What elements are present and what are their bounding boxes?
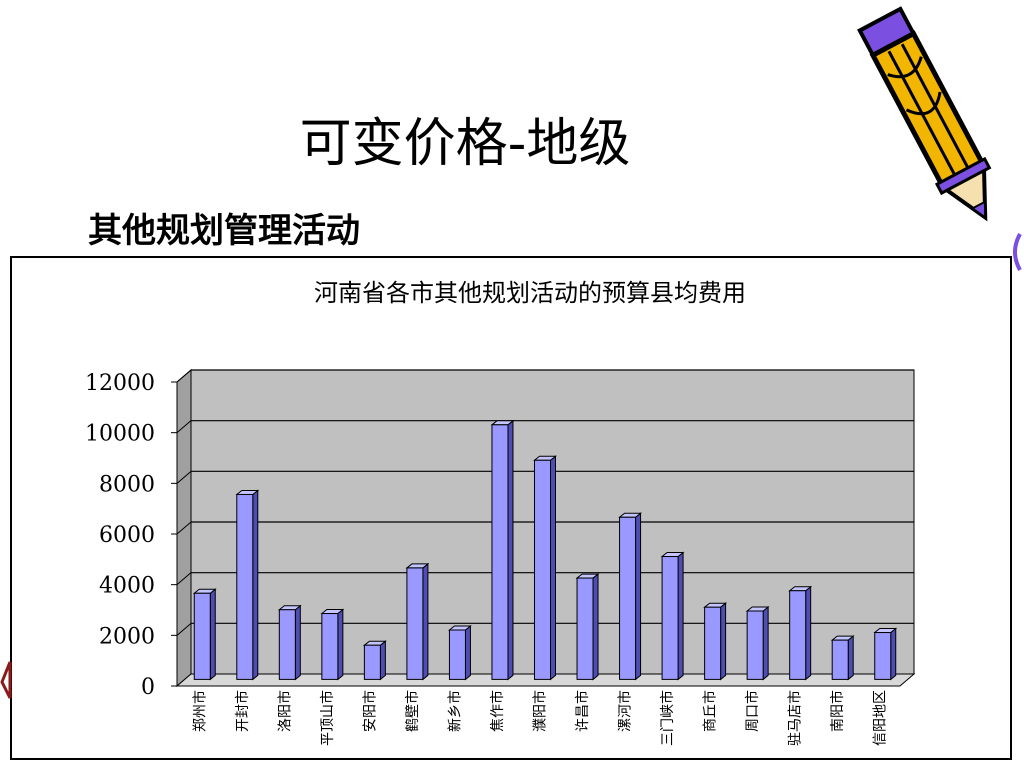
bar-side <box>805 585 812 681</box>
x-tick-label: 漯河市 <box>617 690 634 732</box>
decorative-mark <box>0 661 12 699</box>
page-subtitle: 其他规划管理活动 <box>88 211 360 251</box>
x-tick-label: 洛阳市 <box>276 690 293 732</box>
gridline <box>176 420 192 434</box>
page-title: 可变价格-地级 <box>299 114 631 174</box>
gridline <box>176 622 192 636</box>
bar <box>491 424 509 680</box>
x-tick-label: 开封市 <box>234 690 251 732</box>
bar-side <box>720 602 727 681</box>
bar-side <box>550 455 556 681</box>
x-tick-label: 南阳市 <box>829 690 846 732</box>
bar-side <box>762 605 769 681</box>
bar <box>448 629 466 680</box>
x-tick-label: 商丘市 <box>702 690 719 732</box>
bar <box>363 644 381 680</box>
bar <box>278 609 296 680</box>
bar <box>789 590 807 680</box>
bar <box>746 610 764 680</box>
x-tick-label: 驻马店市 <box>787 690 804 746</box>
gridline <box>176 572 192 586</box>
y-tick-label: 8000 <box>99 472 155 497</box>
y-tick-label: 12000 <box>85 371 155 396</box>
bar-side <box>379 640 386 681</box>
decorative-mark <box>1013 233 1022 271</box>
bar <box>661 556 679 680</box>
bar-side <box>209 588 216 681</box>
bar-side <box>507 419 514 681</box>
gridline <box>176 470 192 484</box>
bar-side <box>337 608 344 681</box>
bar-side <box>847 635 854 681</box>
bar <box>534 459 551 680</box>
gridline <box>176 369 192 383</box>
y-tick-label: 6000 <box>99 523 155 548</box>
bar-side <box>592 573 599 681</box>
bar <box>321 613 339 680</box>
x-tick-label: 焦作市 <box>489 690 506 732</box>
bar-side <box>635 512 642 681</box>
bar <box>406 567 424 680</box>
x-tick-label: 三门峡市 <box>659 690 676 746</box>
bar <box>576 577 594 680</box>
x-tick-label: 鹤壁市 <box>404 690 421 732</box>
x-tick-label: 平顶山市 <box>319 690 336 746</box>
bar <box>831 639 849 680</box>
x-tick-label: 郑州市 <box>191 690 208 732</box>
bar-side <box>294 604 301 681</box>
bar-side <box>422 562 429 681</box>
bar <box>619 516 637 680</box>
y-tick-label: 10000 <box>85 422 155 447</box>
x-tick-label: 安阳市 <box>361 690 378 732</box>
x-tick-label: 信阳地区 <box>873 690 889 746</box>
y-tick-label: 0 <box>141 675 155 700</box>
x-tick-label: 周口市 <box>744 690 761 732</box>
bar-side <box>890 627 897 681</box>
bar-side <box>464 624 471 681</box>
bar <box>874 632 892 680</box>
bar-side <box>252 489 259 681</box>
bar <box>704 606 722 680</box>
pencil-icon <box>857 6 992 222</box>
bar-side <box>677 551 684 681</box>
plot-floor <box>175 673 916 687</box>
x-tick-label: 新乡市 <box>446 690 463 732</box>
bar <box>193 592 211 680</box>
x-tick-label: 许昌市 <box>574 690 591 732</box>
x-tick-label: 濮阳市 <box>532 690 549 732</box>
bar-chart: 河南省各市其他规划活动的预算县均费用 0 2000 4000 6000 8000 1000… <box>85 279 916 746</box>
y-tick-label: 2000 <box>99 624 155 649</box>
y-tick-label: 4000 <box>99 574 155 599</box>
bar <box>236 493 254 680</box>
chart-title: 河南省各市其他规划活动的预算县均费用 <box>314 279 746 307</box>
gridline <box>176 521 192 535</box>
